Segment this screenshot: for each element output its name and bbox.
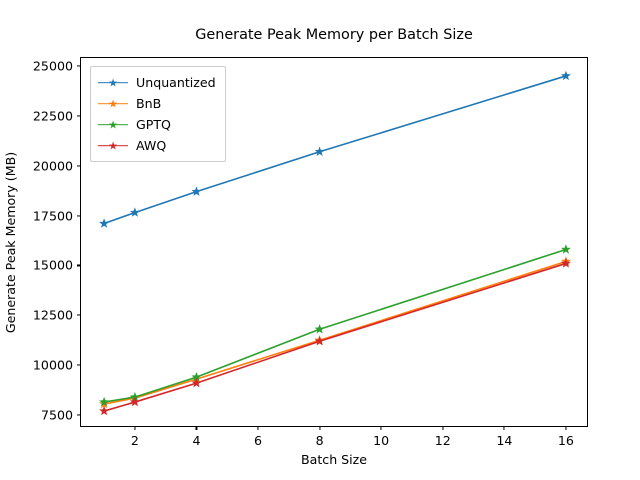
y-tick-mark (77, 165, 81, 167)
y-tick-mark (77, 414, 81, 416)
x-tick-mark (442, 426, 444, 430)
y-tick-label: 20000 (32, 158, 73, 174)
x-tick-mark (565, 426, 567, 430)
data-point-marker (129, 396, 140, 407)
legend-item-label: Unquantized (136, 75, 216, 90)
series-gptq (99, 244, 571, 407)
series-unquantized (99, 70, 571, 228)
data-point-marker (191, 377, 202, 388)
series-awq (99, 258, 571, 416)
y-tick-mark (77, 115, 81, 117)
x-tick-label: 6 (254, 433, 263, 448)
x-tick-label: 12 (434, 433, 451, 448)
legend-swatch-icon: ★ (98, 98, 128, 110)
legend-item-label: AWQ (136, 138, 167, 153)
series-line (103, 262, 567, 412)
data-point-marker (191, 186, 202, 196)
legend-swatch-icon: ★ (98, 119, 128, 131)
y-tick-label: 12500 (32, 307, 73, 323)
legend-item-label: GPTQ (136, 117, 171, 132)
x-tick-label: 16 (557, 433, 574, 448)
x-tick-label: 10 (373, 433, 390, 448)
series-svg (99, 70, 571, 416)
y-tick-label: 25000 (32, 58, 73, 74)
series-line (103, 248, 567, 403)
data-point-marker (99, 218, 110, 228)
legend-swatch-icon: ★ (98, 140, 128, 152)
data-point-marker (560, 70, 571, 81)
chart-title: Generate Peak Memory per Batch Size (195, 27, 473, 43)
legend-item[interactable]: ★ BnB (98, 93, 216, 114)
x-tick-mark (257, 426, 259, 430)
data-point-marker (560, 244, 571, 254)
data-point-marker (129, 207, 140, 217)
data-point-marker (99, 396, 110, 407)
x-tick-mark (195, 426, 197, 430)
y-tick-label: 22500 (32, 108, 73, 124)
y-tick-mark (77, 264, 81, 266)
data-point-marker (314, 146, 325, 156)
y-tick-mark (77, 215, 81, 217)
y-axis-label: Generate Peak Memory (MB) (0, 57, 22, 427)
legend-item[interactable]: ★ GPTQ (98, 114, 216, 135)
x-tick-label: 2 (130, 433, 139, 448)
x-tick-mark (503, 426, 505, 430)
y-axis-label-text: Generate Peak Memory (MB) (3, 151, 19, 333)
x-tick-mark (319, 426, 321, 430)
chart-legend: ★ Unquantized ★ BnB ★ GPTQ ★ AWQ (90, 66, 226, 162)
legend-item[interactable]: ★ AWQ (98, 135, 216, 156)
x-tick-label: 14 (496, 433, 513, 448)
legend-swatch-icon: ★ (98, 77, 128, 89)
legend-item[interactable]: ★ Unquantized (98, 72, 216, 93)
x-tick-mark (380, 426, 382, 430)
y-tick-mark (77, 65, 81, 67)
y-tick-label: 7500 (40, 407, 73, 423)
x-tick-mark (134, 426, 136, 430)
x-tick-label: 8 (315, 433, 324, 448)
data-point-marker (560, 258, 571, 268)
y-tick-label: 10000 (32, 357, 73, 373)
data-point-marker (314, 336, 325, 346)
data-point-marker (129, 391, 140, 402)
y-tick-label: 17500 (32, 208, 73, 224)
data-point-marker (314, 324, 325, 334)
x-axis-label: Batch Size (300, 452, 368, 467)
y-tick-mark (77, 364, 81, 366)
y-tick-mark (77, 314, 81, 316)
legend-item-label: BnB (136, 96, 162, 111)
series-line (103, 260, 567, 405)
data-point-marker (99, 405, 110, 416)
x-tick-label: 4 (192, 433, 201, 448)
y-tick-label: 15000 (32, 257, 73, 273)
data-point-marker (191, 371, 202, 382)
series-clip (81, 58, 587, 426)
